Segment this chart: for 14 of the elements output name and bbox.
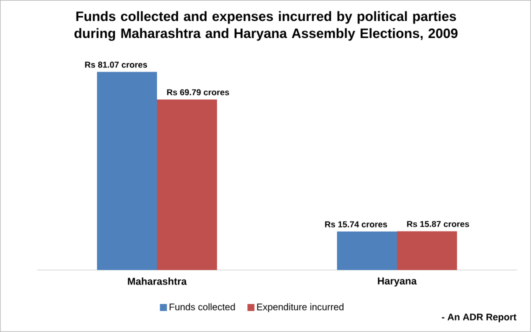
bar <box>337 232 398 270</box>
data-label: Rs 15.87 crores <box>407 221 470 228</box>
legend-label: Funds collected <box>170 303 235 310</box>
bar <box>157 99 218 270</box>
data-label: Rs 69.79 crores <box>167 89 230 96</box>
text: - An ADR Report <box>442 314 516 322</box>
chart-title: Funds collected and expenses incurred by political parties during Maharashtra and Haryana Assembly Elections, 2009 <box>74 11 458 41</box>
x-tick-label: Maharashtra <box>128 278 187 285</box>
bar <box>397 231 458 270</box>
data-label: Rs 15.74 crores <box>325 221 388 228</box>
data-label: Rs 81.07 crores <box>85 62 148 68</box>
x-tick-label: Haryana <box>378 278 417 286</box>
bar <box>97 72 157 270</box>
legend-label: Expenditure incurred <box>257 303 344 312</box>
